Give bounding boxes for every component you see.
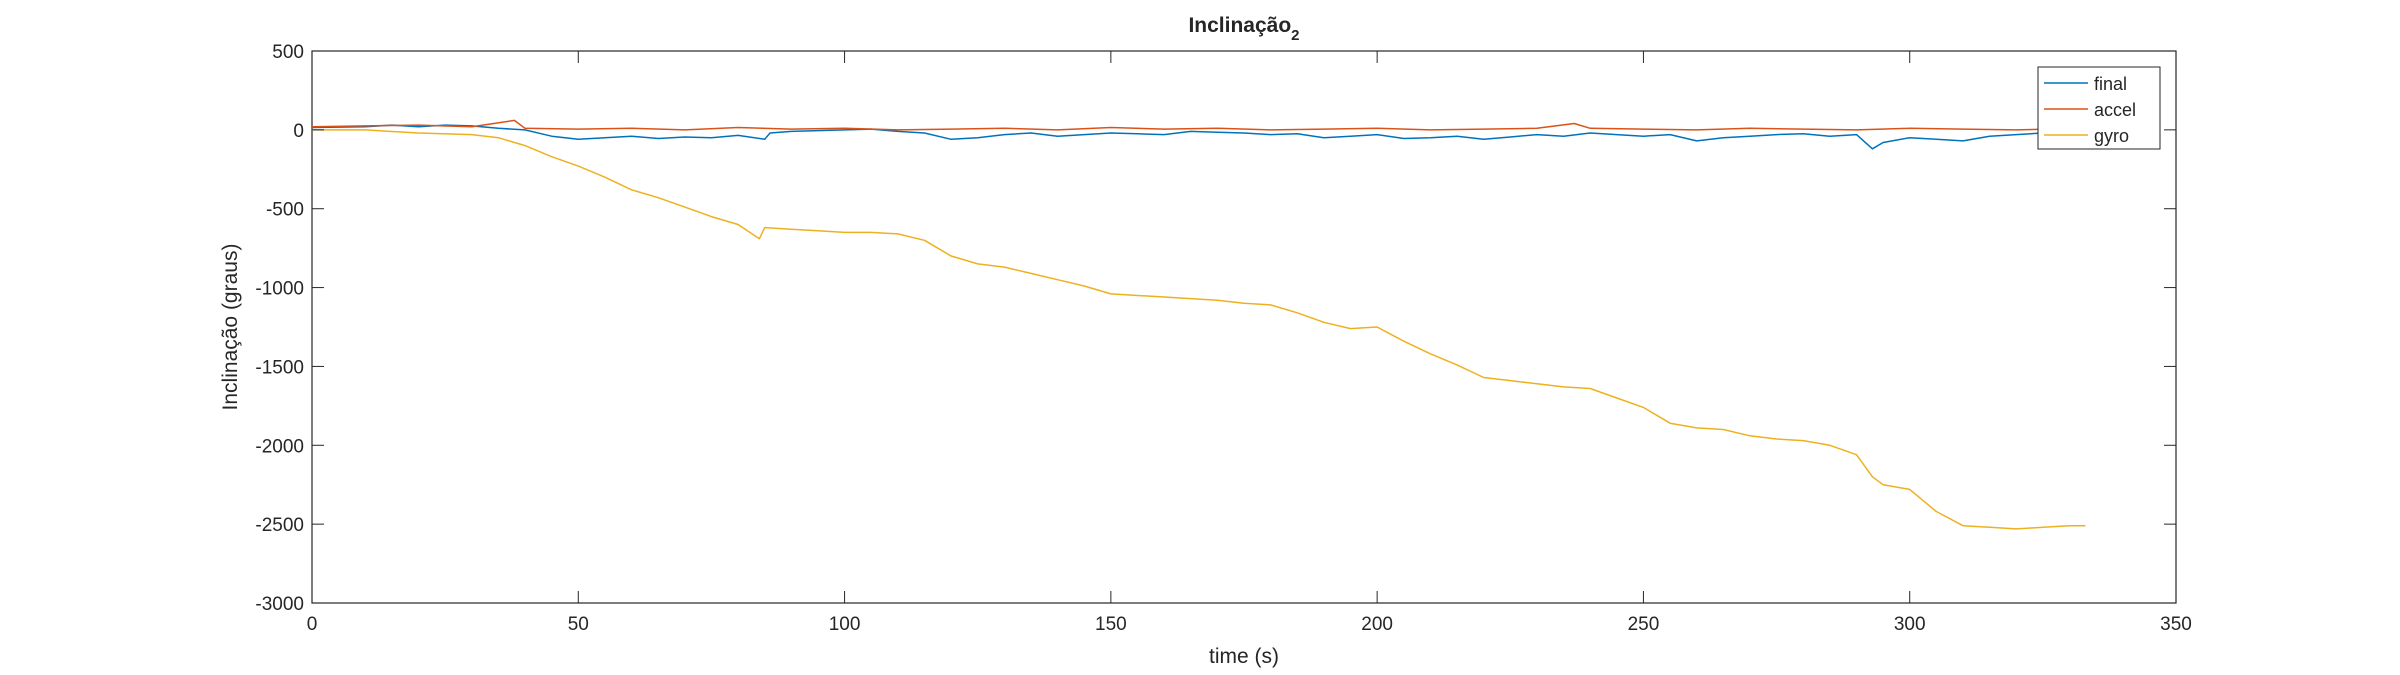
x-axis-label: time (s) xyxy=(1209,645,1279,668)
y-tick-label: -500 xyxy=(266,200,304,221)
legend-item-accel: accel xyxy=(2044,100,2136,120)
legend-label-final: final xyxy=(2094,74,2127,94)
legend-item-final: final xyxy=(2044,74,2127,94)
chart-title: Inclinação2 xyxy=(1188,14,1299,44)
series-line-accel xyxy=(311,119,2086,131)
x-tick-label: 150 xyxy=(1095,614,1127,635)
x-tick-label: 300 xyxy=(1894,614,1926,635)
y-axis-label: Inclinação (graus) xyxy=(219,244,242,411)
series-layer xyxy=(311,119,2086,530)
y-tick-label: -2500 xyxy=(255,515,304,536)
legend-item-gyro: gyro xyxy=(2044,126,2129,146)
legend[interactable]: final accel gyro xyxy=(2037,66,2161,150)
legend-label-gyro: gyro xyxy=(2094,126,2129,146)
x-tick-label: 200 xyxy=(1361,614,1393,635)
y-tick-label: -1000 xyxy=(255,279,304,300)
y-tick-label: -1500 xyxy=(255,357,304,378)
axes-ticks: 0 50 100 150 200 250 300 350 -3000 -2500 -2000 -150… xyxy=(255,42,2191,635)
chart-title-subscript: 2 xyxy=(1291,27,1299,44)
y-tick-label: 0 xyxy=(293,121,304,142)
x-tick-label: 250 xyxy=(1628,614,1660,635)
legend-label-accel: accel xyxy=(2094,100,2136,120)
series-line-gyro xyxy=(312,129,2086,530)
chart-title-text: Inclinação xyxy=(1188,14,1291,37)
x-tick-label: 100 xyxy=(829,614,861,635)
y-tick-label: -3000 xyxy=(255,594,304,615)
x-tick-label: 50 xyxy=(568,614,589,635)
x-tick-label: 0 xyxy=(307,614,318,635)
y-tick-label: 500 xyxy=(272,42,304,63)
x-tick-label: 350 xyxy=(2160,614,2192,635)
plot-area xyxy=(311,50,2177,604)
series-line-final xyxy=(311,124,2086,150)
y-tick-label: -2000 xyxy=(255,436,304,457)
